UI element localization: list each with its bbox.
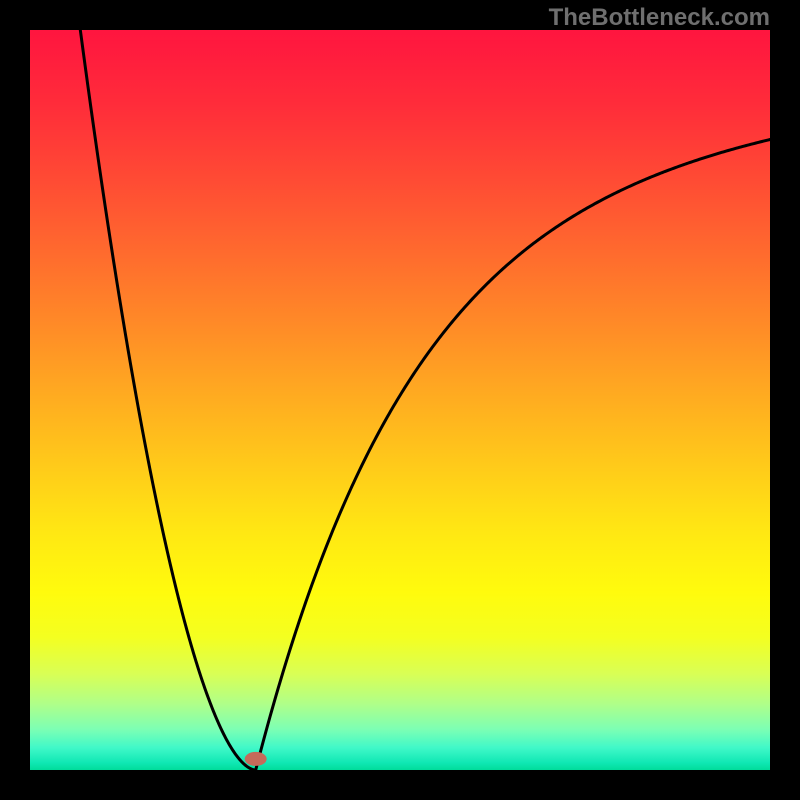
watermark-text: TheBottleneck.com (549, 4, 770, 32)
chart-svg (0, 0, 800, 800)
optimum-marker (245, 752, 267, 766)
plot-area (30, 30, 770, 770)
